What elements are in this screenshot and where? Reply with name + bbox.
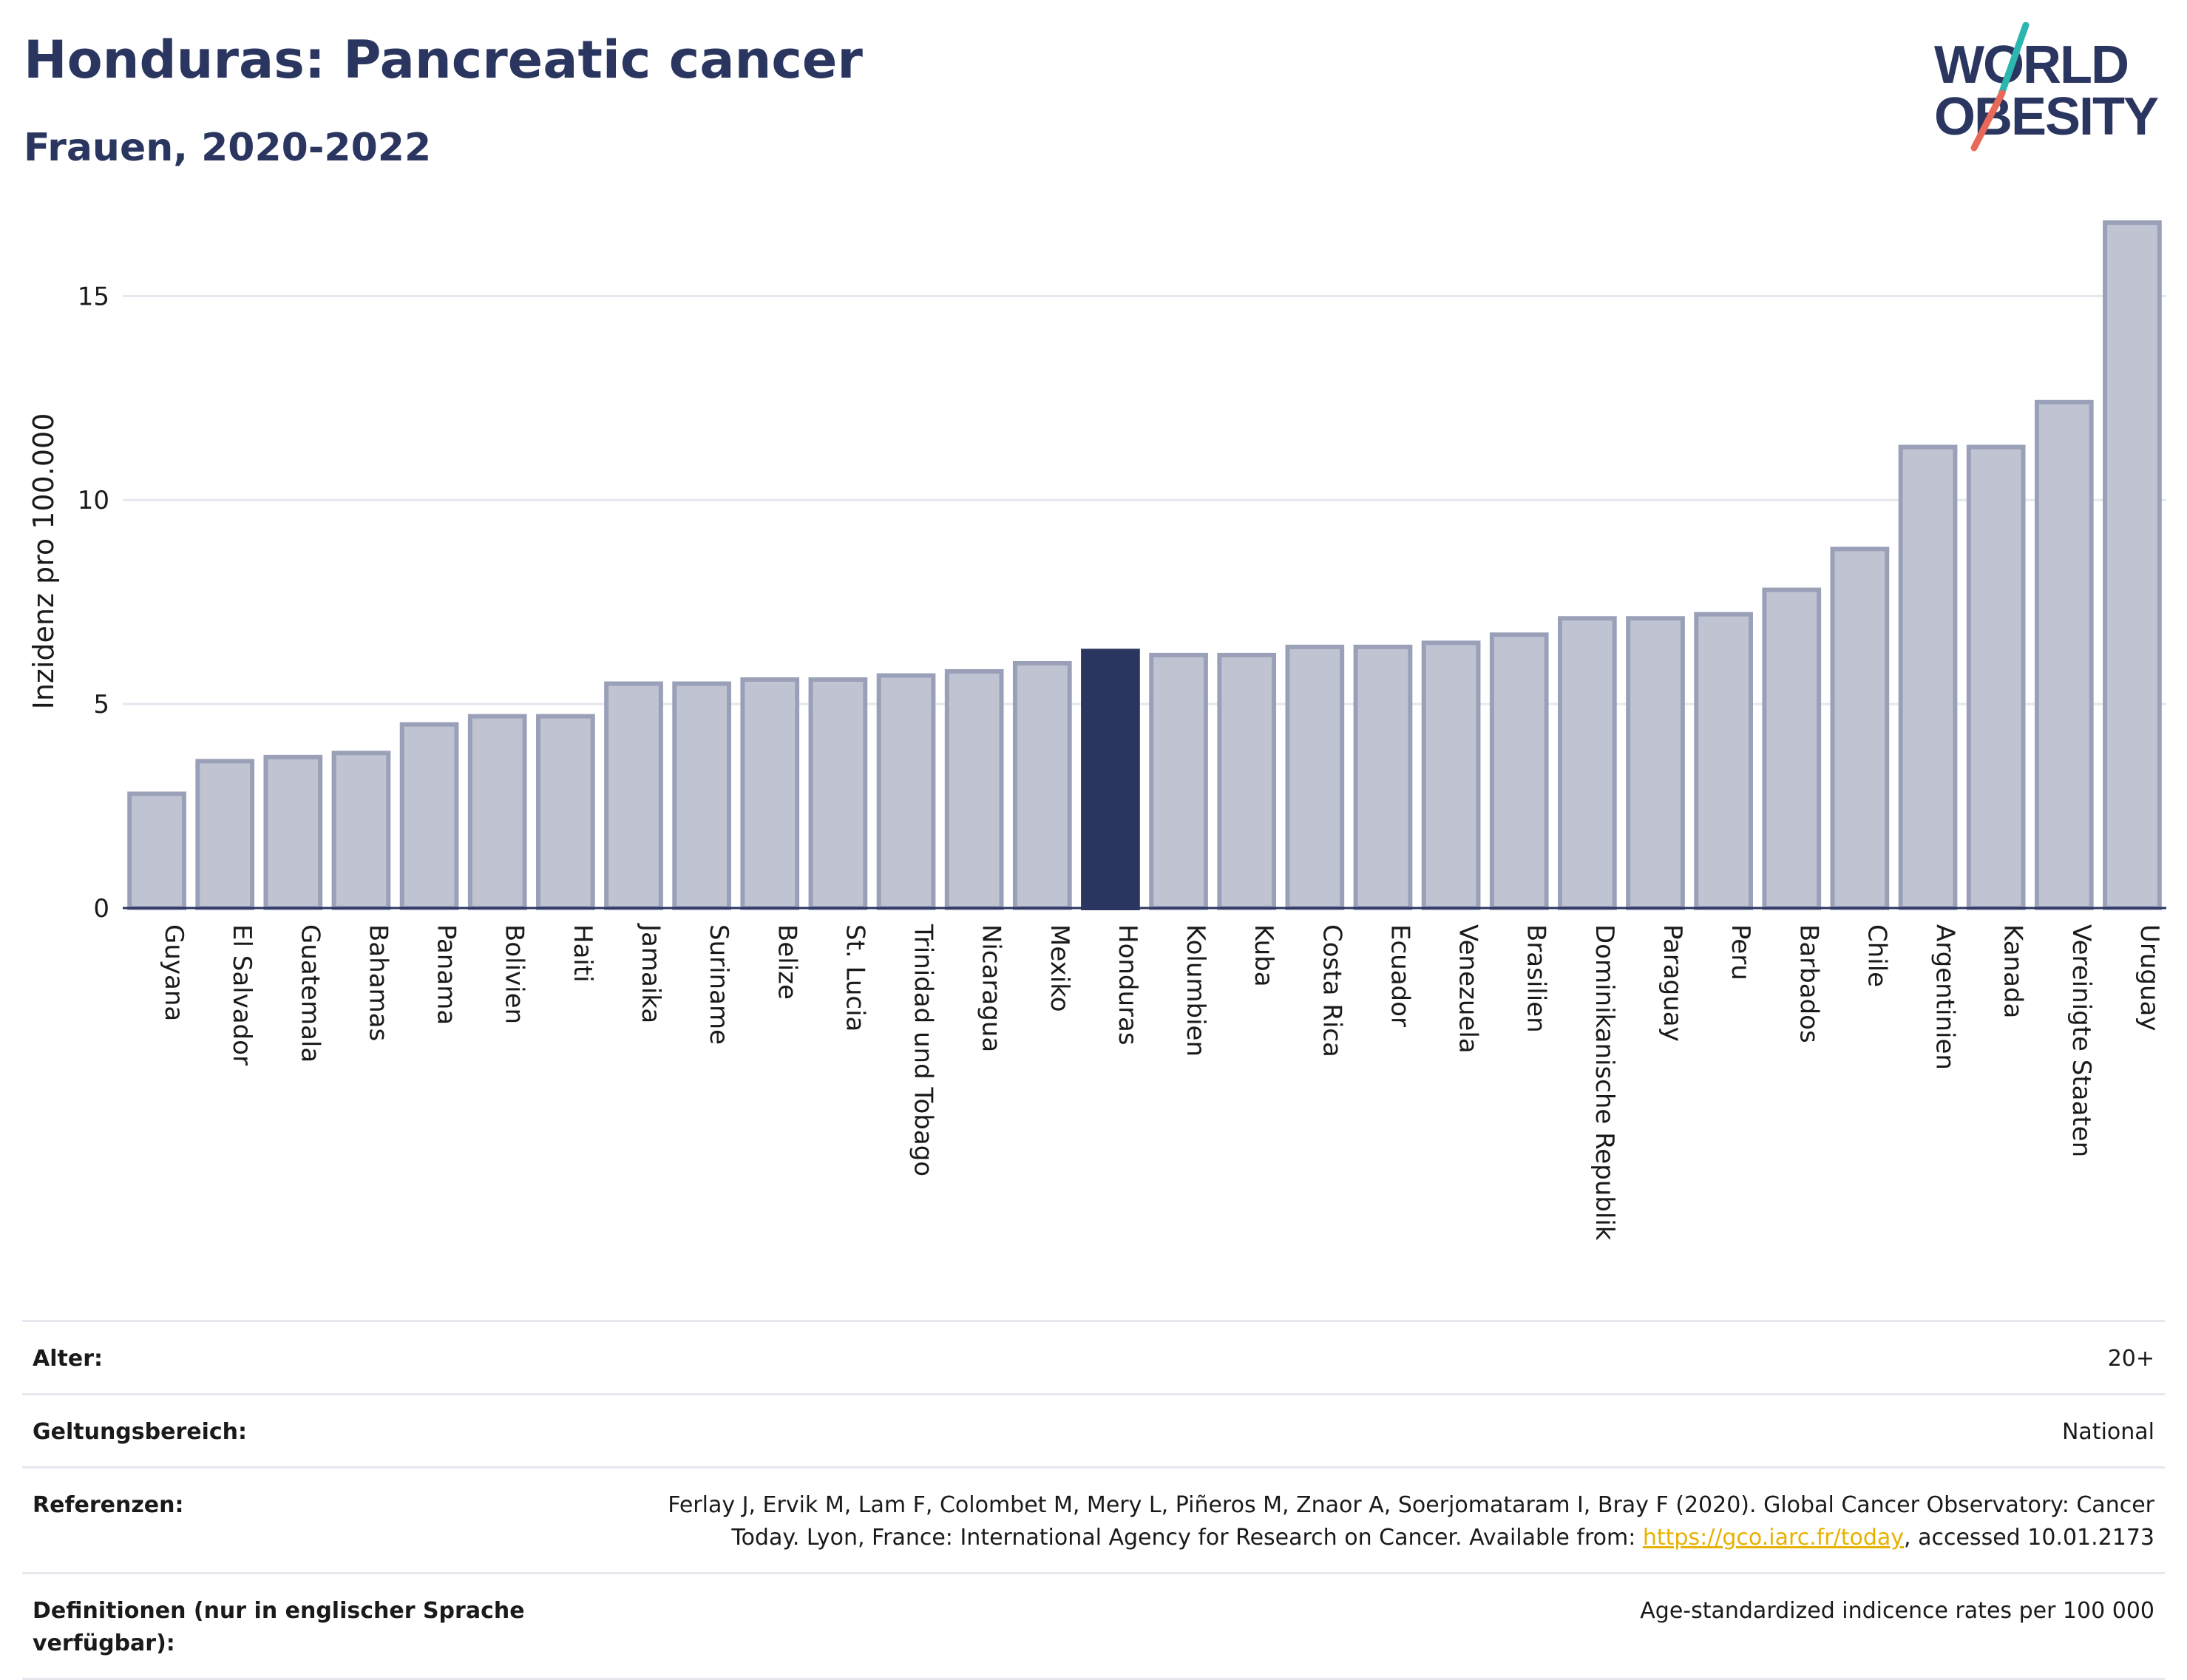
age-value: 20+ bbox=[2107, 1346, 2154, 1372]
x-tick-label: Argentinien bbox=[1930, 924, 1960, 1070]
x-tick-label: Ecuador bbox=[1385, 924, 1414, 1027]
bar bbox=[1285, 644, 1345, 911]
bar bbox=[1966, 444, 2026, 910]
bar bbox=[1421, 640, 1481, 911]
bar bbox=[944, 668, 1004, 910]
references-link[interactable]: https://gco.iarc.fr/today bbox=[1642, 1525, 1905, 1551]
x-tick-label: Mexiko bbox=[1045, 924, 1074, 1012]
bar bbox=[1217, 652, 1277, 910]
bar bbox=[467, 714, 527, 910]
bar bbox=[1694, 612, 1753, 911]
bar bbox=[331, 751, 391, 910]
bar bbox=[195, 759, 255, 911]
page-subtitle: Frauen, 2020-2022 bbox=[24, 126, 432, 170]
x-tick-label: Jamaika bbox=[636, 923, 665, 1023]
bar bbox=[1830, 546, 1890, 911]
bar-highlight bbox=[1081, 648, 1140, 910]
logo-slash-teal bbox=[1997, 22, 2030, 100]
x-tick-label: Peru bbox=[1726, 924, 1755, 980]
bar bbox=[1149, 652, 1208, 910]
x-tick-label: Honduras bbox=[1113, 924, 1142, 1046]
bar bbox=[672, 681, 731, 910]
references-label: Referenzen: bbox=[33, 1492, 184, 1518]
x-tick-label: Venezuela bbox=[1454, 924, 1483, 1054]
x-tick-label: Kanada bbox=[1998, 924, 2028, 1018]
scope-value: National bbox=[2061, 1419, 2154, 1445]
bar bbox=[876, 673, 936, 911]
x-tick-label: Vereinigte Staaten bbox=[2066, 924, 2096, 1157]
bar-chart: 0 5 10 15 Inzidenz pro 100.000 Guyana El Salva… bbox=[27, 220, 2166, 1241]
x-tick-label: Suriname bbox=[704, 924, 733, 1045]
x-tick-label: Costa Rica bbox=[1317, 924, 1346, 1057]
x-tick-label: Barbados bbox=[1794, 924, 1823, 1043]
bar bbox=[1898, 444, 1958, 910]
world-obesity-logo: WORLD OBESITY bbox=[1934, 22, 2160, 152]
x-tick-label: Haiti bbox=[568, 924, 597, 983]
references-line1: Ferlay J, Ervik M, Lam F, Colombet M, Me… bbox=[668, 1492, 2154, 1518]
x-tick-label: El Salvador bbox=[227, 924, 257, 1066]
logo-line1: WORLD bbox=[1934, 35, 2128, 95]
logo-slash-red bbox=[1970, 89, 2006, 152]
bar bbox=[1762, 587, 1822, 910]
x-tick-label: Guyana bbox=[159, 924, 189, 1021]
bar bbox=[536, 714, 595, 910]
definitions-label: Definitionen (nur in englischer Sprache … bbox=[33, 1598, 525, 1656]
scope-label: Geltungsbereich: bbox=[33, 1419, 248, 1445]
bar bbox=[2034, 399, 2094, 910]
bar bbox=[399, 722, 459, 910]
y-axis-label: Inzidenz pro 100.000 bbox=[27, 413, 60, 710]
x-tick-label: Chile bbox=[1862, 924, 1891, 987]
x-tick-label: Uruguay bbox=[2135, 924, 2164, 1032]
bar bbox=[263, 754, 323, 910]
x-tick-label: Brasilien bbox=[1522, 924, 1551, 1033]
info-table: Alter: 20+ Geltungsbereich: National Ref… bbox=[22, 1320, 2165, 1680]
x-tick-label: Kolumbien bbox=[1181, 924, 1210, 1057]
references-accessed: , accessed 10.01.2173 bbox=[1904, 1525, 2154, 1551]
bar bbox=[1558, 616, 1617, 910]
references-value: Ferlay J, Ervik M, Lam F, Colombet M, Me… bbox=[565, 1489, 2154, 1554]
info-row-references: Referenzen: Ferlay J, Ervik M, Lam F, Co… bbox=[22, 1466, 2165, 1572]
x-tick-label: Kuba bbox=[1249, 924, 1278, 987]
bar bbox=[127, 791, 186, 910]
page-title: Honduras: Pancreatic cancer bbox=[24, 30, 863, 90]
x-tick-label: Dominikanische Republik bbox=[1590, 924, 1619, 1241]
bar bbox=[1353, 644, 1413, 911]
bar bbox=[2103, 220, 2162, 911]
info-row-scope: Geltungsbereich: National bbox=[22, 1393, 2165, 1466]
bar bbox=[740, 677, 800, 910]
bar bbox=[808, 677, 868, 910]
y-tick-label: 0 bbox=[93, 894, 109, 924]
x-tick-label: Nicaragua bbox=[977, 924, 1006, 1052]
bar bbox=[1489, 632, 1549, 910]
x-tick-label: Paraguay bbox=[1658, 924, 1687, 1042]
x-tick-label: St. Lucia bbox=[840, 924, 869, 1032]
y-tick-label: 15 bbox=[78, 282, 109, 311]
y-tick-label: 5 bbox=[93, 690, 109, 719]
y-tick-label: 10 bbox=[78, 486, 109, 515]
info-row-age: Alter: 20+ bbox=[22, 1320, 2165, 1393]
definitions-value: Age-standardized indicence rates per 100… bbox=[1640, 1598, 2154, 1624]
bar bbox=[1626, 616, 1685, 910]
bar bbox=[1012, 660, 1072, 910]
x-tick-label: Bolivien bbox=[500, 924, 529, 1024]
bar bbox=[604, 681, 663, 910]
x-tick-label: Panama bbox=[432, 924, 461, 1025]
x-tick-label: Belize bbox=[772, 924, 801, 1000]
x-tick-label: Guatemala bbox=[295, 924, 325, 1063]
logo-line2: OBESITY bbox=[1934, 87, 2158, 146]
age-label: Alter: bbox=[33, 1346, 103, 1372]
references-line2: Today. Lyon, France: International Agenc… bbox=[731, 1525, 1643, 1551]
info-row-definitions: Definitionen (nur in englischer Sprache … bbox=[22, 1572, 2165, 1680]
x-tick-label: Bahamas bbox=[363, 924, 393, 1041]
x-tick-label: Trinidad und Tobago bbox=[909, 924, 938, 1176]
